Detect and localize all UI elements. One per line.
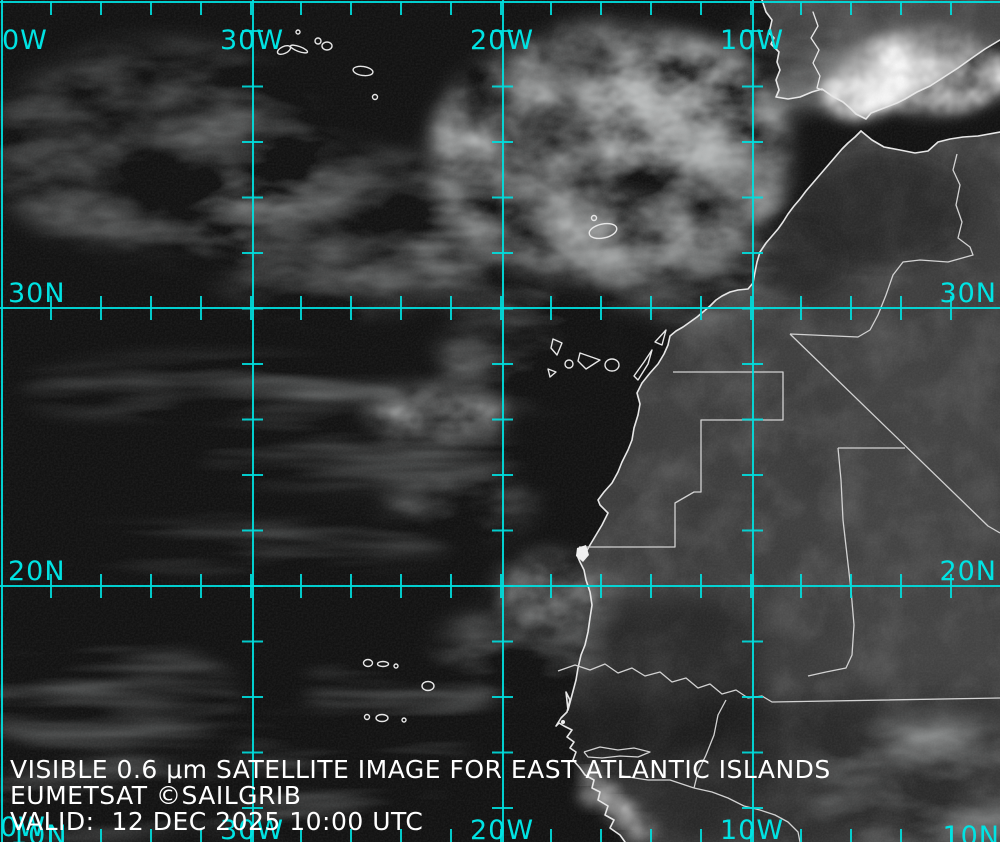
attribution-text: EUMETSAT ©SAILGRIB [10, 781, 302, 810]
meridian-30w-ticks [242, 2, 263, 842]
image-title-text: VISIBLE 0.6 μm SATELLITE IMAGE FOR EAST … [10, 755, 831, 784]
lon-label-10w-top: 10W [719, 25, 785, 56]
lat-label-10n-left-partial: 10N [10, 820, 68, 842]
lon-label-10w-bottom: 10W [719, 815, 785, 842]
lon-label-30w-top: 30W [219, 25, 285, 56]
lat-label-30n-left: 30N [8, 278, 66, 309]
meridian-20w-ticks [492, 2, 513, 842]
lat-label-10n-right-partial: 10N [942, 821, 1000, 842]
meridian-10w-ticks [742, 2, 763, 842]
lon-label-20w-bottom: 20W [469, 815, 535, 842]
lon-label-40w-top-partial: 0W [2, 25, 48, 56]
lat-label-30n-right: 30N [939, 278, 997, 309]
lat-label-20n-right: 20N [939, 556, 997, 587]
lat-label-20n-left: 20N [8, 556, 66, 587]
meridian-40w-line [1, 0, 3, 842]
lon-label-40w-bottom-partial: 0W [0, 812, 46, 842]
lon-label-20w-top: 20W [469, 25, 535, 56]
valid-time-text: VALID: 12 DEC 2025 10:00 UTC [10, 807, 424, 836]
lon-label-30w-bottom: 30W [219, 815, 285, 842]
